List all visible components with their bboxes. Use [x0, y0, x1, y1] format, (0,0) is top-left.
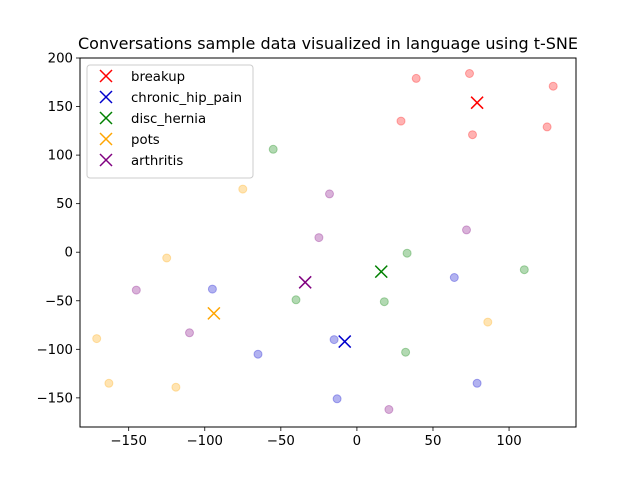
y-tick-label: 100: [48, 149, 73, 164]
centroid-marker-breakup: [470, 96, 484, 110]
point-disc_hernia: [402, 248, 412, 258]
centroid-marker-pots: [207, 306, 221, 320]
y-tick-label: 200: [48, 52, 73, 67]
y-tick-label: 50: [56, 197, 73, 212]
point-arthritis: [384, 405, 394, 414]
point-breakup: [396, 116, 406, 126]
x-tick-label: 100: [496, 434, 521, 449]
legend-label-chronic_hip_pain: chronic_hip_pain: [131, 91, 242, 106]
legend-marker-chronic_hip_pain: [99, 90, 113, 104]
point-disc_hernia: [401, 347, 411, 357]
point-chronic_hip_pain: [449, 273, 459, 282]
legend-box: [86, 64, 254, 179]
point-breakup: [468, 130, 477, 140]
point-chronic_hip_pain: [329, 335, 339, 345]
point-chronic_hip_pain: [332, 394, 342, 404]
point-arthritis: [185, 328, 194, 338]
y-axis: −150 −100 −50 0 50 100 150 200: [36, 52, 80, 406]
x-tick-label: −100: [186, 434, 223, 449]
chart-title: Conversations sample data visualized in …: [78, 34, 578, 53]
y-tick-label: 0: [65, 246, 73, 261]
points-layer: [92, 69, 558, 414]
x-tick-label: −50: [267, 434, 295, 449]
legend-label-disc_hernia: disc_hernia: [131, 112, 206, 127]
point-pots: [238, 184, 248, 194]
legend-marker-breakup: [99, 69, 113, 83]
y-tick-label: 150: [48, 100, 73, 115]
point-disc_hernia: [519, 265, 529, 275]
point-chronic_hip_pain: [253, 349, 263, 359]
point-disc_hernia: [379, 297, 389, 307]
point-arthritis: [131, 285, 141, 295]
legend-marker-pots: [99, 132, 113, 146]
point-disc_hernia: [268, 144, 278, 154]
centroid-marker-chronic_hip_pain: [338, 335, 352, 349]
x-tick-label: 0: [353, 434, 361, 449]
point-pots: [162, 253, 172, 263]
x-tick-label: 50: [425, 434, 442, 449]
point-breakup: [465, 69, 474, 78]
legend-marker-disc_hernia: [99, 111, 113, 125]
centroids-layer: [207, 96, 484, 349]
point-chronic_hip_pain: [472, 378, 482, 388]
point-chronic_hip_pain: [207, 284, 217, 294]
plot-area-frame: [79, 57, 577, 428]
legend-label-pots: pots: [131, 133, 160, 148]
y-tick-label: −50: [45, 294, 73, 309]
legend-marker-arthritis: [99, 153, 113, 167]
centroid-marker-arthritis: [298, 275, 312, 289]
point-pots: [483, 317, 493, 327]
point-arthritis: [462, 225, 471, 235]
point-pots: [92, 334, 102, 344]
centroid-marker-disc_hernia: [374, 265, 388, 279]
point-pots: [104, 378, 114, 388]
point-breakup: [548, 81, 558, 91]
point-breakup: [542, 122, 552, 132]
x-tick-label: −150: [110, 434, 147, 449]
point-disc_hernia: [291, 295, 301, 305]
point-arthritis: [325, 189, 334, 199]
y-tick-label: −100: [36, 343, 73, 358]
legend-label-arthritis: arthritis: [131, 154, 183, 169]
x-axis: −150 −100 −50 0 50 100: [110, 427, 522, 449]
legend-label-breakup: breakup: [131, 70, 185, 85]
point-arthritis: [314, 233, 324, 243]
point-pots: [171, 382, 181, 392]
y-tick-label: −150: [36, 391, 73, 406]
point-breakup: [411, 73, 421, 83]
